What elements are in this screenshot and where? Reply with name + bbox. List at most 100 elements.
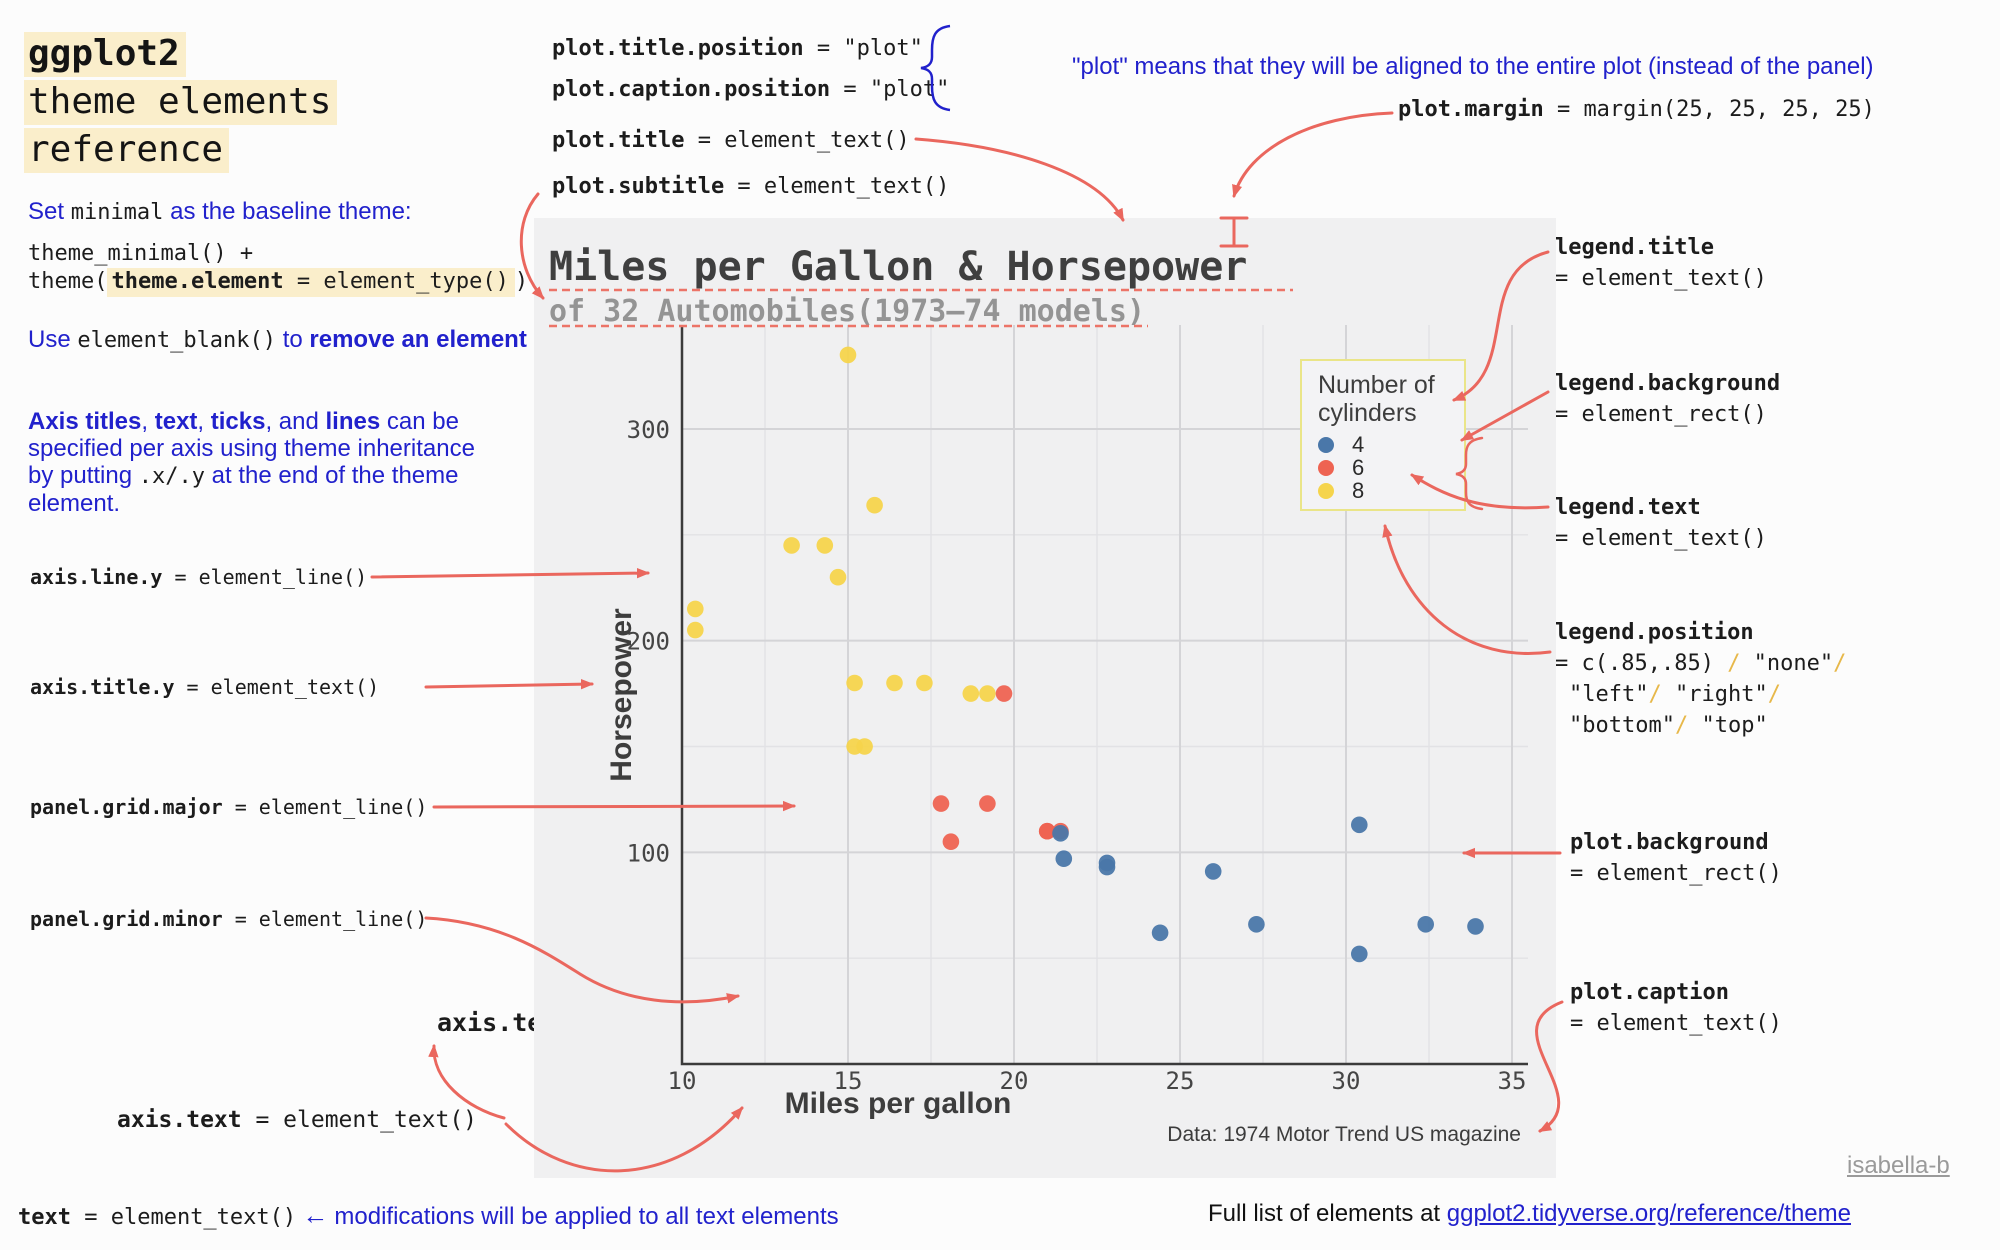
- plot-subtitle-name: plot.subtitle: [552, 174, 725, 199]
- data-point: [1204, 863, 1222, 880]
- plot-background: Miles per Gallon & Horsepower of 32 Auto…: [534, 218, 1556, 1178]
- plot-title-position-rest: = "plot": [803, 36, 923, 61]
- x-tick-label: 10: [668, 1067, 697, 1095]
- y-tick-label: 300: [627, 416, 670, 444]
- legend-title-name: legend.title: [1555, 235, 1714, 260]
- annotation-legend-position: legend.position = c(.85,.85) / "none"/ "…: [1555, 617, 1846, 741]
- legend-entry-label: 4: [1352, 431, 1365, 457]
- legend-background-name: legend.background: [1555, 371, 1781, 396]
- para-s3: , and: [265, 408, 326, 435]
- lp-l2a: = c(.85,.85): [1555, 651, 1728, 676]
- para-code: .x/.y: [138, 464, 205, 489]
- blank-pre: Use: [28, 326, 78, 353]
- para-s2: ,: [197, 408, 211, 435]
- legend-title-line1: Number of: [1318, 371, 1435, 399]
- data-point: [1351, 816, 1368, 834]
- annotation-panel-grid-major: panel.grid.major = element_line(): [30, 795, 427, 819]
- annotation-plot-subtitle: plot.subtitle = element_text(): [552, 174, 949, 199]
- axis-text-rest: = element_text(): [241, 1107, 478, 1133]
- legend-entry-label: 6: [1352, 454, 1365, 480]
- lp-slash4: /: [1767, 682, 1781, 707]
- code-pre: theme(: [28, 269, 108, 294]
- intro-pre: Set: [28, 198, 71, 225]
- legend-position-name: legend.position: [1555, 620, 1754, 645]
- legend-text-rest: = element_text(): [1555, 526, 1767, 551]
- data-point: [886, 674, 903, 692]
- element-blank-note: Use element_blank() to remove an element: [28, 326, 527, 354]
- data-point: [979, 685, 996, 702]
- para-s5: at the end of the theme element.: [28, 462, 459, 517]
- axis-line-y-rest: = element_line(): [162, 565, 368, 589]
- left-arrow-icon: ←: [302, 1200, 329, 1230]
- legend-position-line2: = c(.85,.85) / "none"/: [1555, 648, 1846, 679]
- annotation-plot-margin: plot.margin = margin(25, 25, 25, 25): [1398, 97, 1875, 122]
- annotation-legend-title: legend.title = element_text(): [1555, 232, 1767, 294]
- annotation-panel-grid-minor: panel.grid.minor = element_line(): [30, 907, 427, 931]
- lp-slash1: /: [1727, 651, 1741, 676]
- data-point: [1467, 918, 1484, 935]
- plot-caption-rest: = element_text(): [1570, 1011, 1782, 1036]
- annotation-plot-caption: plot.caption = element_text(): [1570, 977, 1782, 1039]
- data-point: [979, 795, 996, 812]
- annotation-plot-caption-position: plot.caption.position = "plot": [552, 77, 949, 102]
- lp-slash2: /: [1833, 651, 1847, 676]
- plot-background-name: plot.background: [1570, 830, 1769, 855]
- x-axis-title: Miles per gallon: [784, 1087, 1012, 1120]
- data-point: [783, 537, 800, 554]
- plot-margin-name: plot.margin: [1398, 97, 1544, 122]
- axis-inheritance-paragraph: Axis titles, text, ticks, and lines can …: [28, 408, 503, 517]
- theme-reference-link[interactable]: ggplot2.tidyverse.org/reference/theme: [1446, 1200, 1851, 1227]
- footer-text-element: text = element_text() ← modifications wi…: [18, 1200, 839, 1231]
- footer-note: modifications will be applied to all tex…: [334, 1203, 839, 1230]
- legend-position-line3: "left"/ "right"/: [1555, 679, 1846, 710]
- x-tick-label: 15: [834, 1067, 863, 1095]
- plot-caption-name: plot.caption: [1570, 980, 1729, 1005]
- data-point: [995, 685, 1013, 702]
- lp-l4c: "top": [1688, 713, 1768, 738]
- data-point: [866, 496, 883, 514]
- lp-slash5: /: [1674, 713, 1689, 738]
- chart-subtitle: of 32 Automobiles(1973–74 models): [549, 294, 1146, 329]
- plot-caption-position-name: plot.caption.position: [552, 77, 831, 102]
- legend-dot-icon: [1318, 436, 1334, 453]
- x-tick-label: 25: [1166, 1067, 1195, 1095]
- intro-post: as the baseline theme:: [163, 198, 412, 225]
- plot-caption-position-rest: = "plot": [830, 77, 950, 102]
- code-post: ): [514, 269, 529, 294]
- data-point: [687, 621, 704, 639]
- legend-title: Number of cylinders: [1318, 371, 1464, 427]
- footer-full-list: Full list of elements at ggplot2.tidyver…: [1208, 1200, 1851, 1228]
- annotation-legend-text: legend.text = element_text(): [1555, 492, 1767, 554]
- code-example-line2: theme(theme.element = element_type()): [28, 268, 529, 297]
- watermark-link[interactable]: isabella-b: [1847, 1152, 1950, 1179]
- intro-code: minimal: [70, 200, 164, 225]
- plot-subtitle-rest: = element_text(): [724, 174, 950, 199]
- legend-entry-label: 8: [1352, 477, 1365, 503]
- footer-code-rest: = element_text(): [70, 1205, 297, 1230]
- data-point: [1351, 945, 1368, 963]
- panel-grid-major-name: panel.grid.major: [30, 795, 223, 819]
- intro-line: Set minimal as the baseline theme:: [28, 198, 412, 226]
- plot-title-rest: = element_text(): [684, 128, 910, 153]
- lp-l4a: "bottom": [1569, 713, 1675, 738]
- legend-entry: 8: [1318, 477, 1464, 503]
- data-point: [932, 795, 950, 812]
- data-point: [1417, 916, 1434, 933]
- data-point: [962, 685, 980, 702]
- code-example-line1: theme_minimal() +: [28, 241, 254, 266]
- code-hl-bold: theme.element: [111, 269, 284, 294]
- axis-line-y-name: axis.line.y: [30, 565, 163, 589]
- legend-title-rest: = element_text(): [1555, 266, 1767, 291]
- blank-bold: remove an element: [309, 326, 527, 353]
- data-point: [942, 833, 960, 850]
- annotation-plot-title-position: plot.title.position = "plot": [552, 36, 923, 61]
- x-tick-label: 35: [1498, 1067, 1527, 1095]
- blank-mid: to: [276, 326, 310, 353]
- y-tick-label: 200: [627, 628, 670, 656]
- legend-dot-icon: [1318, 482, 1334, 499]
- lp-l3a: "left": [1569, 682, 1649, 707]
- code-hl-rest: = element_type(): [283, 269, 509, 294]
